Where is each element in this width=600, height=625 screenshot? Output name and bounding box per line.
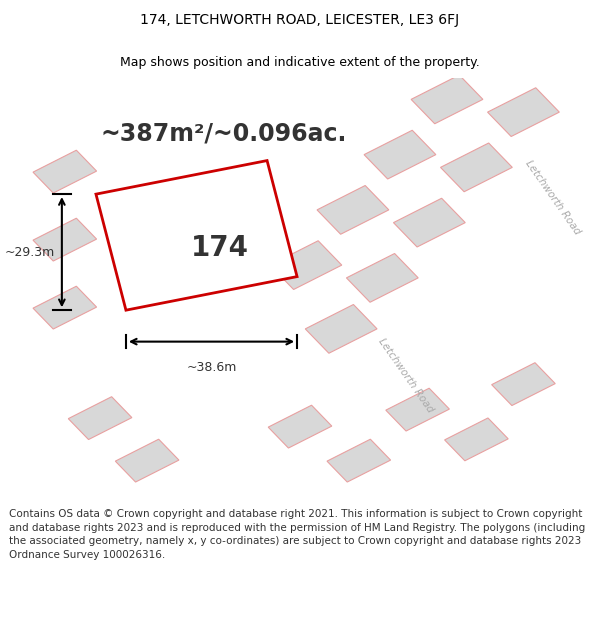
- Text: Letchworth Road: Letchworth Road: [376, 336, 435, 415]
- Polygon shape: [411, 75, 483, 124]
- Text: ~38.6m: ~38.6m: [187, 361, 236, 374]
- Polygon shape: [33, 286, 97, 329]
- Polygon shape: [305, 304, 377, 353]
- Polygon shape: [115, 439, 179, 482]
- Polygon shape: [327, 439, 391, 482]
- Text: 174, LETCHWORTH ROAD, LEICESTER, LE3 6FJ: 174, LETCHWORTH ROAD, LEICESTER, LE3 6FJ: [140, 12, 460, 26]
- Polygon shape: [96, 161, 297, 310]
- Polygon shape: [440, 143, 512, 192]
- Text: Map shows position and indicative extent of the property.: Map shows position and indicative extent…: [120, 56, 480, 69]
- Text: ~29.3m: ~29.3m: [4, 246, 55, 259]
- Polygon shape: [491, 362, 555, 406]
- Text: 174: 174: [191, 234, 249, 262]
- Polygon shape: [68, 397, 132, 439]
- Polygon shape: [388, 78, 594, 248]
- Text: Contains OS data © Crown copyright and database right 2021. This information is : Contains OS data © Crown copyright and d…: [9, 509, 585, 560]
- Polygon shape: [346, 254, 418, 302]
- Polygon shape: [270, 241, 342, 289]
- Polygon shape: [268, 405, 332, 448]
- Polygon shape: [170, 206, 594, 503]
- Polygon shape: [488, 88, 559, 136]
- Text: ~387m²/~0.096ac.: ~387m²/~0.096ac.: [100, 121, 347, 146]
- Polygon shape: [33, 218, 97, 261]
- Polygon shape: [445, 418, 508, 461]
- Polygon shape: [317, 186, 389, 234]
- Polygon shape: [386, 388, 449, 431]
- Polygon shape: [364, 130, 436, 179]
- Polygon shape: [394, 198, 465, 247]
- Text: Letchworth Road: Letchworth Road: [523, 158, 582, 236]
- Polygon shape: [33, 150, 97, 193]
